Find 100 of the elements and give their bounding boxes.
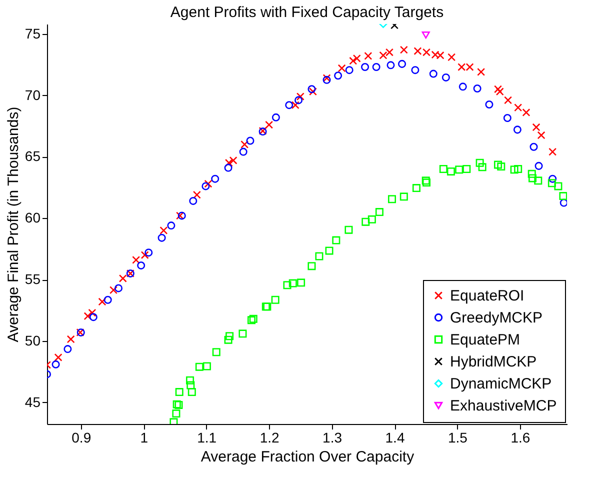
point [494, 160, 502, 169]
point [104, 296, 112, 304]
point [308, 85, 316, 94]
point [332, 236, 340, 244]
point [224, 158, 233, 167]
point [414, 47, 422, 56]
point [422, 48, 430, 56]
x-tick-label: 1.1 [197, 430, 217, 446]
legend-label: DynamicMCKP [450, 376, 552, 392]
point [114, 284, 123, 292]
x-tick-label: 1.2 [260, 430, 280, 446]
point [265, 120, 274, 129]
point [271, 296, 280, 304]
point [372, 63, 380, 72]
point [528, 174, 537, 182]
point [202, 182, 210, 190]
point [398, 60, 406, 68]
point [174, 400, 183, 409]
point [400, 46, 408, 54]
point [473, 84, 482, 93]
point [458, 82, 467, 91]
point [172, 400, 181, 408]
x-tick-label: 1.4 [385, 430, 405, 446]
point [325, 246, 334, 255]
point [186, 381, 195, 390]
point [297, 278, 306, 287]
point [510, 166, 518, 174]
y-tick-label: 75 [24, 25, 41, 42]
point [294, 96, 303, 104]
point [66, 335, 75, 344]
point [315, 252, 324, 260]
point [246, 136, 254, 145]
point [534, 176, 542, 185]
point [476, 158, 484, 167]
point [89, 313, 98, 322]
point [308, 262, 316, 270]
point [530, 142, 538, 151]
point [189, 196, 198, 205]
point [386, 61, 395, 70]
point [98, 298, 106, 306]
point [513, 126, 522, 134]
point [411, 66, 420, 74]
point [144, 248, 153, 257]
legend-label: HybridMCKP [450, 354, 537, 370]
y-tick-label: 65 [24, 148, 41, 164]
point [192, 190, 201, 199]
point [496, 88, 504, 96]
point [554, 182, 562, 190]
point [537, 131, 546, 140]
legend-label: EquatePM [450, 332, 520, 348]
x-tick-label: 1.5 [448, 430, 468, 446]
point [224, 336, 232, 344]
point [462, 165, 471, 174]
point [170, 418, 178, 424]
point [288, 279, 297, 288]
point [497, 162, 506, 171]
point [338, 64, 346, 72]
point [211, 174, 220, 183]
point [385, 48, 394, 56]
point [84, 312, 92, 320]
point [548, 148, 557, 156]
x-tick-label: 1.6 [510, 430, 530, 446]
point [345, 66, 354, 74]
point [504, 96, 512, 104]
point [349, 56, 358, 65]
y-tick-label: 45 [24, 394, 41, 410]
point [204, 180, 212, 188]
point [548, 174, 557, 183]
chart-title: Agent Profits with Fixed Capacity Targets [170, 4, 444, 21]
point [514, 104, 522, 112]
point [140, 251, 149, 260]
y-tick-label: 60 [24, 210, 41, 226]
x-tick-label: 1.3 [322, 430, 342, 446]
point [224, 164, 232, 172]
point [548, 179, 556, 188]
point [528, 170, 536, 178]
point [229, 156, 238, 164]
point [485, 100, 494, 108]
point [109, 286, 118, 294]
point [466, 63, 474, 72]
y-tick-label: 50 [24, 332, 41, 349]
point [455, 166, 464, 174]
point [412, 184, 420, 192]
point [532, 123, 540, 132]
point [291, 101, 300, 110]
point [503, 114, 512, 122]
point [439, 165, 448, 174]
point [375, 208, 384, 216]
point [296, 92, 304, 101]
point [422, 176, 430, 185]
point [272, 113, 280, 122]
point [560, 198, 567, 207]
point [212, 348, 220, 356]
point [239, 148, 248, 156]
point [202, 362, 211, 370]
point [446, 167, 455, 176]
point [247, 316, 256, 324]
y-tick-label: 70 [24, 86, 41, 103]
point [54, 353, 62, 362]
point [175, 388, 184, 396]
